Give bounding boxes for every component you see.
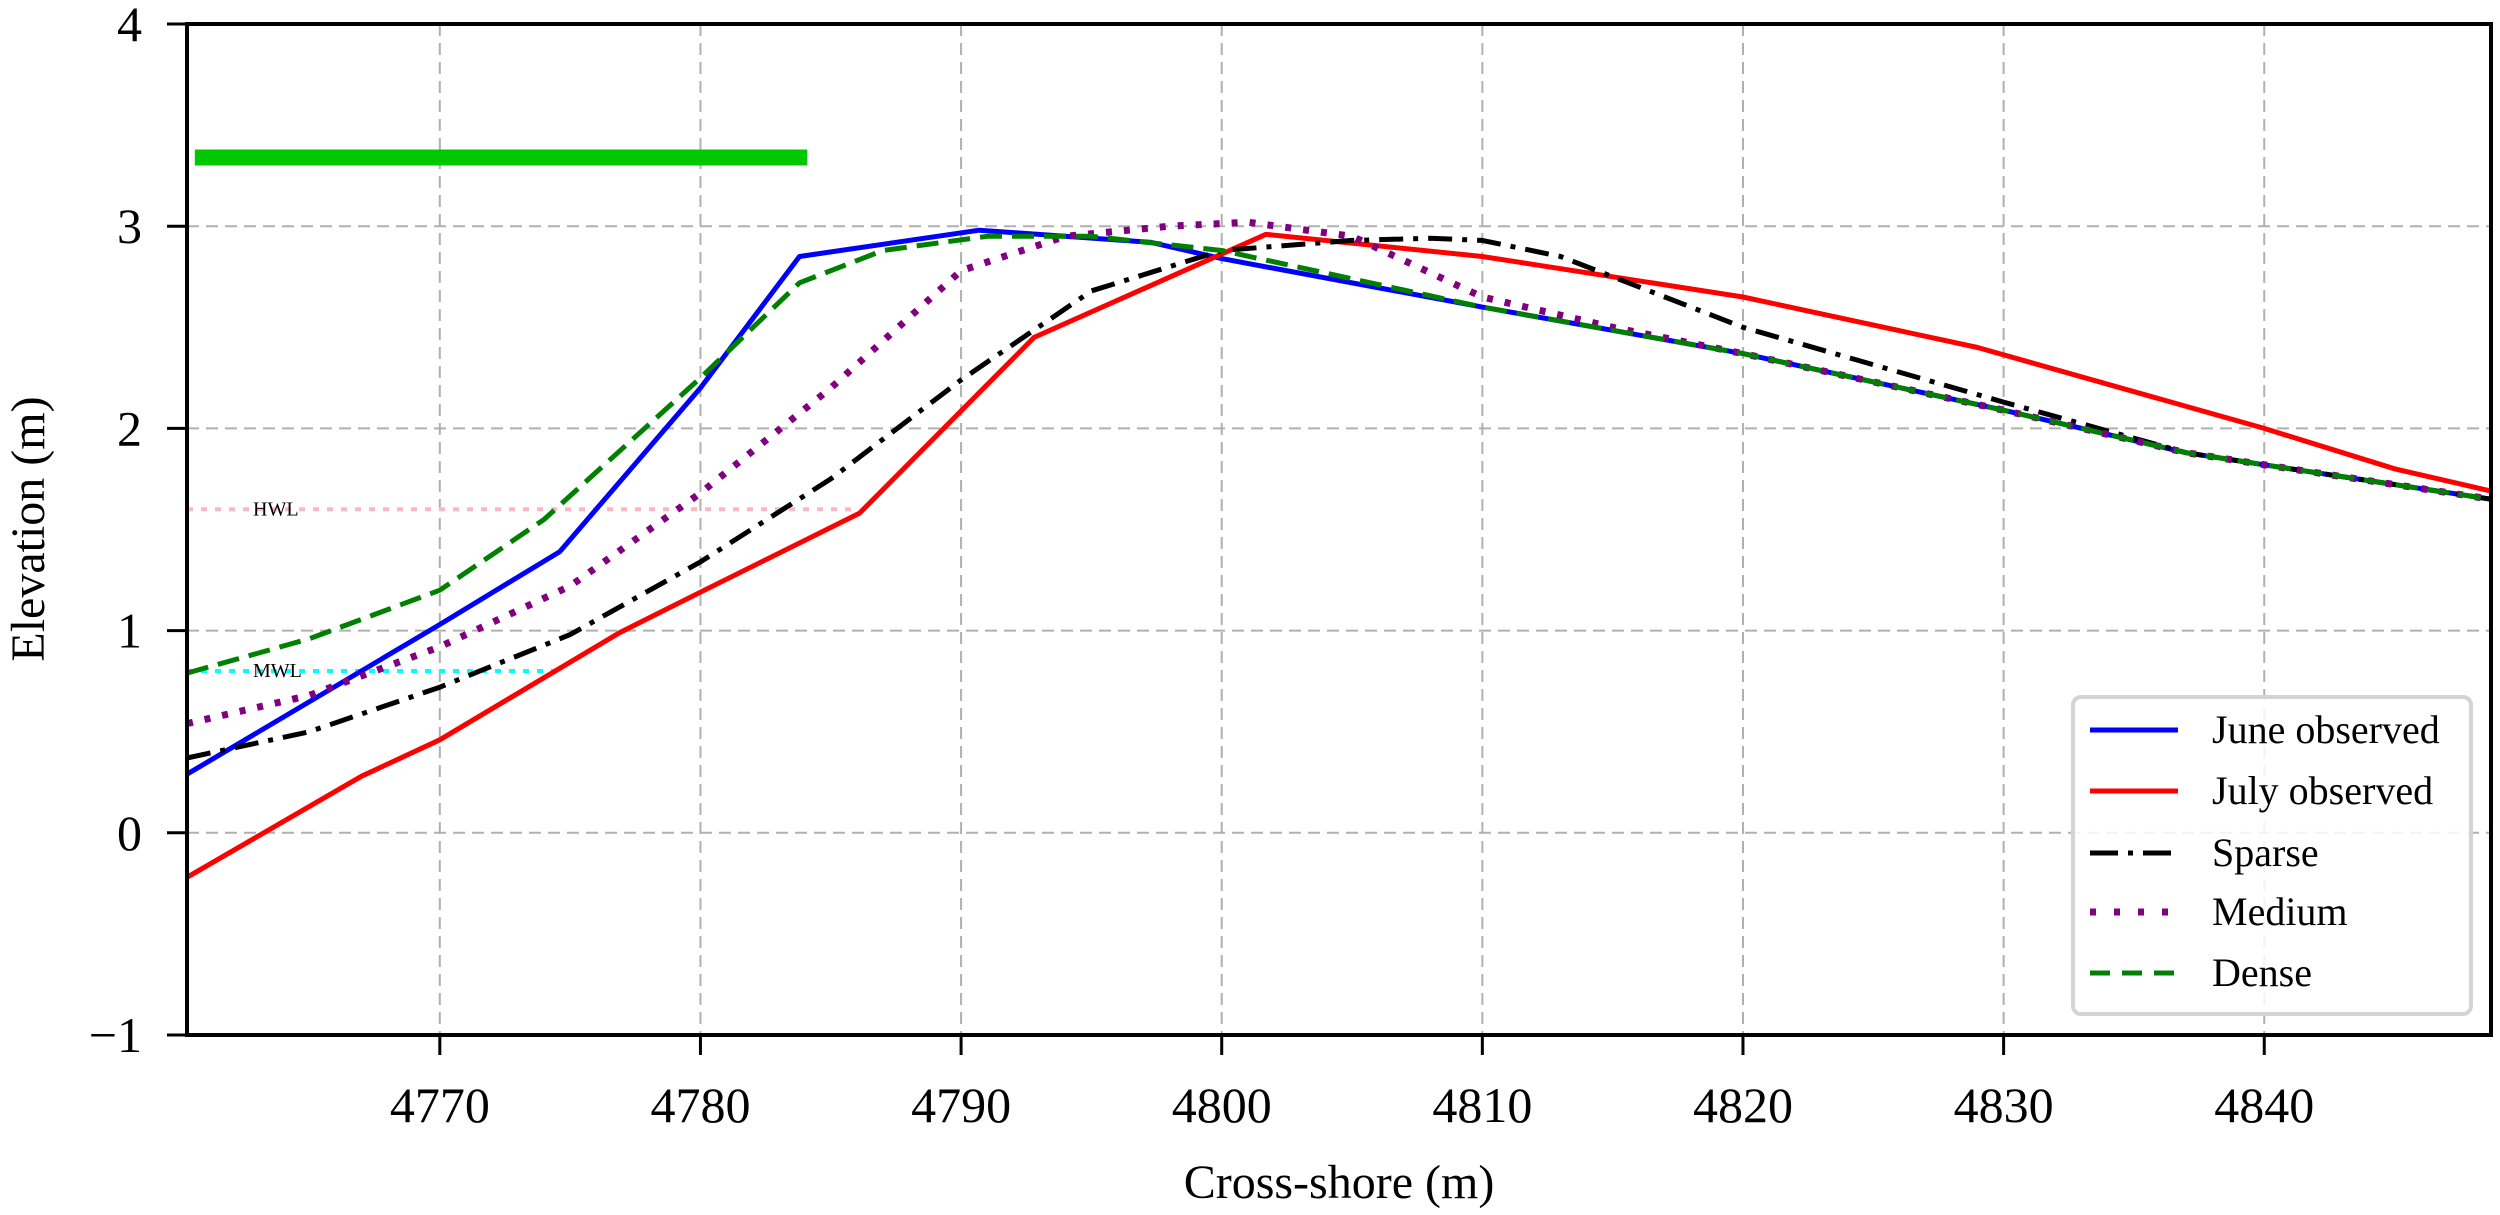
x-tick-label: 4770 bbox=[390, 1077, 490, 1133]
legend-label: Dense bbox=[2212, 950, 2312, 995]
axes-frame bbox=[185, 22, 2493, 1037]
x-tick-label: 4820 bbox=[1693, 1077, 1793, 1133]
data-series bbox=[185, 218, 2492, 880]
series-june-observed bbox=[185, 227, 2492, 777]
legend-label: July observed bbox=[2212, 768, 2433, 813]
water-level-annotations: HWL MWL bbox=[187, 149, 852, 682]
y-axis-label: Elevation (m) bbox=[2, 396, 55, 661]
series-july-observed bbox=[185, 231, 2492, 880]
x-axis-label: Cross-shore (m) bbox=[1184, 1156, 1495, 1209]
x-axis-ticks: 4770 4780 4790 4800 4810 4820 4830 4840 bbox=[390, 1035, 2314, 1133]
legend: June observed July observed Sparse Medium De… bbox=[2071, 695, 2473, 1016]
x-tick-label: 4830 bbox=[1954, 1077, 2054, 1133]
x-tick-label: 4840 bbox=[2214, 1077, 2314, 1133]
y-tick-label: 1 bbox=[117, 603, 142, 659]
legend-label: June observed bbox=[2212, 707, 2440, 752]
y-tick-label: 2 bbox=[117, 400, 142, 456]
plot-frame bbox=[185, 22, 2493, 1037]
legend-label: Medium bbox=[2212, 889, 2348, 934]
y-tick-label: 0 bbox=[117, 805, 142, 861]
legend-box bbox=[2071, 695, 2473, 1016]
y-tick-label: 3 bbox=[117, 198, 142, 254]
series-sparse bbox=[186, 235, 2492, 761]
x-tick-label: 4780 bbox=[650, 1077, 750, 1133]
y-tick-label: 4 bbox=[117, 0, 142, 52]
hwl-label: HWL bbox=[253, 498, 299, 520]
legend-label: Sparse bbox=[2212, 830, 2319, 875]
mwl-label: MWL bbox=[253, 660, 302, 682]
x-tick-label: 4790 bbox=[911, 1077, 1011, 1133]
x-tick-label: 4800 bbox=[1172, 1077, 1272, 1133]
y-tick-label: −1 bbox=[89, 1007, 142, 1063]
x-tick-label: 4810 bbox=[1432, 1077, 1532, 1133]
y-axis-ticks: −1 0 1 2 3 4 bbox=[89, 0, 187, 1063]
series-dense bbox=[186, 233, 2492, 676]
